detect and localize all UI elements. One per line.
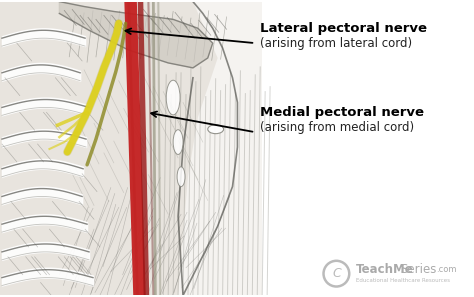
Text: Series: Series [401, 263, 437, 276]
Text: .com: .com [436, 265, 457, 274]
Ellipse shape [173, 130, 183, 154]
Text: C: C [332, 267, 341, 280]
Ellipse shape [177, 167, 185, 187]
Polygon shape [0, 1, 218, 296]
Ellipse shape [208, 125, 224, 134]
Polygon shape [0, 0, 168, 63]
Text: (arising from medial cord): (arising from medial cord) [260, 121, 414, 134]
Text: Medial pectoral nerve: Medial pectoral nerve [260, 106, 424, 119]
Text: Educational Healthcare Resources: Educational Healthcare Resources [356, 278, 450, 283]
Text: (arising from lateral cord): (arising from lateral cord) [260, 37, 412, 50]
Text: Lateral pectoral nerve: Lateral pectoral nerve [260, 22, 427, 35]
Ellipse shape [166, 80, 180, 115]
FancyBboxPatch shape [0, 1, 262, 296]
Text: TeachMe: TeachMe [356, 263, 414, 276]
Polygon shape [59, 1, 213, 68]
